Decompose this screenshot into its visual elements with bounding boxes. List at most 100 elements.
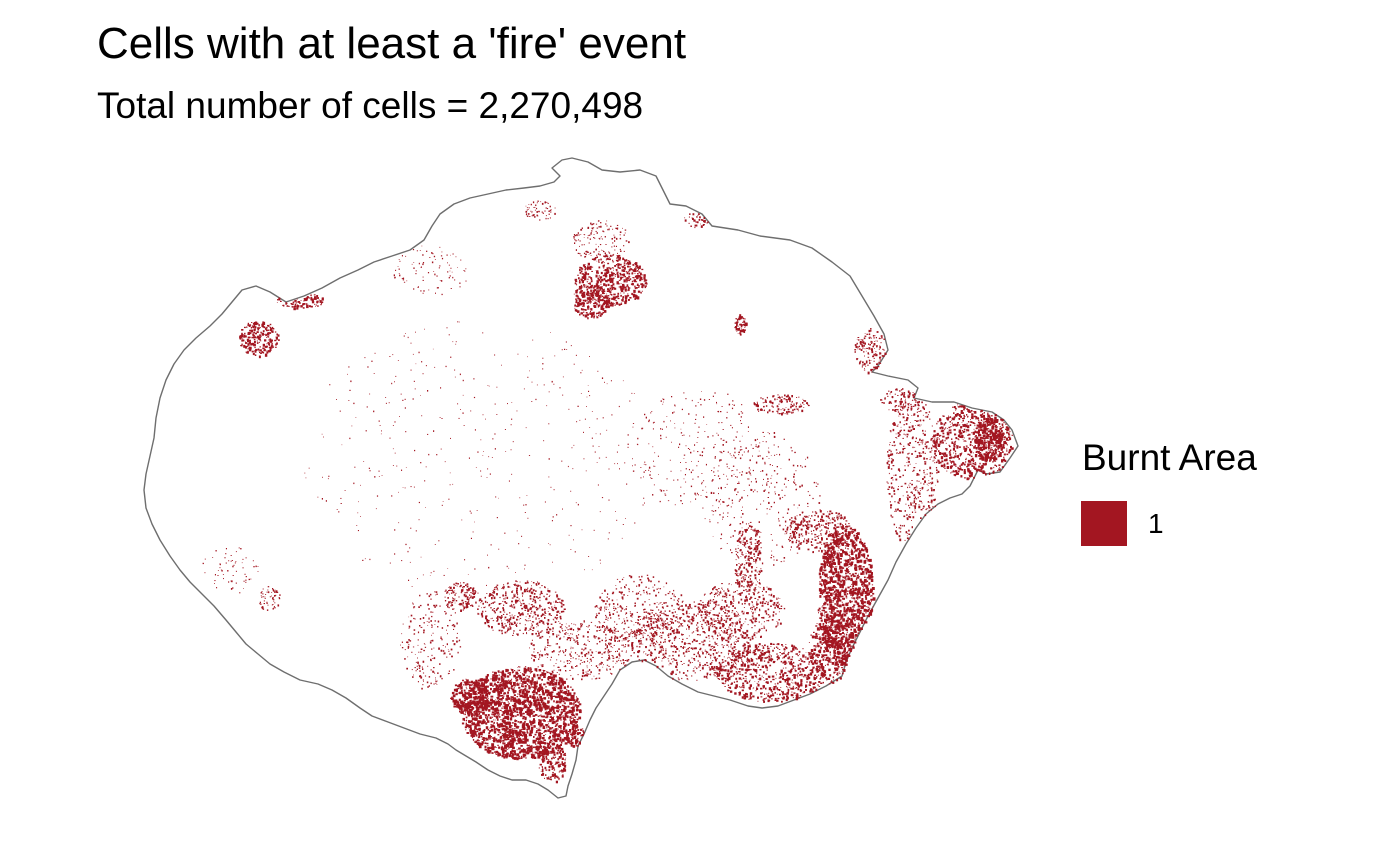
burnt-cell xyxy=(952,470,955,473)
burnt-cell xyxy=(479,708,480,710)
burnt-cell xyxy=(997,450,999,452)
burnt-cell xyxy=(831,681,833,684)
burnt-cell xyxy=(556,705,560,710)
burnt-cell xyxy=(732,650,736,652)
burnt-cell xyxy=(858,560,861,563)
burnt-cell xyxy=(542,690,545,694)
burnt-cell xyxy=(531,695,535,699)
burnt-cell xyxy=(473,713,475,715)
burnt-cell xyxy=(735,649,737,650)
burnt-cell xyxy=(473,730,477,735)
burnt-cell xyxy=(526,709,529,712)
burnt-cell xyxy=(835,640,837,642)
burnt-cell xyxy=(837,646,840,650)
burnt-cell xyxy=(744,678,746,680)
burnt-cell xyxy=(947,418,949,421)
burnt-cell xyxy=(838,552,840,554)
burnt-cell xyxy=(946,463,949,465)
burnt-cell xyxy=(982,414,985,418)
burnt-cell xyxy=(554,746,557,749)
burnt-cell xyxy=(837,613,841,617)
burnt-cell xyxy=(780,669,783,673)
burnt-cell xyxy=(793,674,795,676)
burnt-cell xyxy=(818,612,819,614)
burnt-cell xyxy=(520,679,522,682)
burnt-cell xyxy=(840,583,843,587)
burnt-cell xyxy=(856,626,858,629)
burnt-cell xyxy=(507,736,509,739)
burnt-cell xyxy=(741,686,743,688)
burnt-cell xyxy=(516,669,518,671)
burnt-cell xyxy=(501,677,504,680)
burnt-cell xyxy=(784,655,787,658)
burnt-cell xyxy=(514,752,517,756)
burnt-cell xyxy=(940,461,942,464)
burnt-cell xyxy=(530,722,532,725)
burnt-cell xyxy=(766,681,769,684)
burnt-cell xyxy=(834,649,837,652)
burnt-cell xyxy=(849,551,851,553)
burnt-cell xyxy=(861,605,864,609)
burnt-cell xyxy=(964,449,967,452)
burnt-cell xyxy=(474,712,477,716)
burnt-cell xyxy=(502,742,504,745)
burnt-cell xyxy=(459,699,461,701)
burnt-cell xyxy=(842,629,844,631)
burnt-cell xyxy=(849,606,852,609)
burnt-cell xyxy=(771,698,773,700)
burnt-cell xyxy=(823,670,827,673)
burnt-cell xyxy=(839,630,841,632)
burnt-cell xyxy=(803,661,806,663)
burnt-cell xyxy=(838,562,841,565)
burnt-cell xyxy=(549,732,552,735)
burnt-cell xyxy=(822,609,826,612)
burnt-cell xyxy=(988,447,990,450)
burnt-cell xyxy=(494,708,497,712)
burnt-cell xyxy=(860,600,864,604)
burnt-cell xyxy=(567,740,570,744)
burnt-cell xyxy=(848,618,851,620)
burnt-cell xyxy=(966,414,968,416)
burnt-cell xyxy=(512,756,514,760)
burnt-cell xyxy=(503,736,506,739)
burnt-cell xyxy=(829,603,833,608)
burnt-cell xyxy=(829,651,831,654)
burnt-cell xyxy=(529,706,532,708)
burnt-cell xyxy=(532,693,535,696)
burnt-cell xyxy=(969,411,972,413)
burnt-cell xyxy=(555,780,558,784)
burnt-cell xyxy=(453,702,456,706)
burnt-cell xyxy=(746,660,748,662)
burnt-cell xyxy=(992,461,994,463)
burnt-cell xyxy=(566,736,569,740)
burnt-cell xyxy=(526,750,529,753)
burnt-cell xyxy=(831,628,833,631)
burnt-cell xyxy=(496,701,499,705)
burnt-cell xyxy=(469,731,473,734)
burnt-cell xyxy=(467,701,470,704)
burnt-cell xyxy=(723,669,726,672)
burnt-cell xyxy=(451,691,455,695)
burnt-cell xyxy=(856,592,859,596)
burnt-cell xyxy=(548,691,551,694)
burnt-cell xyxy=(482,730,485,734)
burnt-cell xyxy=(498,674,500,676)
burnt-cell xyxy=(743,647,746,650)
burnt-cell xyxy=(834,553,836,556)
burnt-cell xyxy=(781,697,783,699)
burnt-cell xyxy=(1003,456,1005,458)
burnt-cell xyxy=(990,441,993,445)
burnt-cell xyxy=(1003,453,1006,456)
burnt-cell xyxy=(498,698,500,700)
burnt-cell xyxy=(499,682,501,684)
burnt-cell xyxy=(494,719,496,721)
burnt-cell xyxy=(557,695,561,698)
burnt-cell xyxy=(983,434,986,436)
burnt-cell xyxy=(969,449,971,451)
burnt-cell xyxy=(844,664,847,667)
burnt-cell xyxy=(846,531,848,532)
burnt-cell xyxy=(471,722,473,724)
burnt-cell xyxy=(522,692,525,695)
burnt-cell xyxy=(520,745,523,747)
burnt-cell xyxy=(779,680,782,683)
